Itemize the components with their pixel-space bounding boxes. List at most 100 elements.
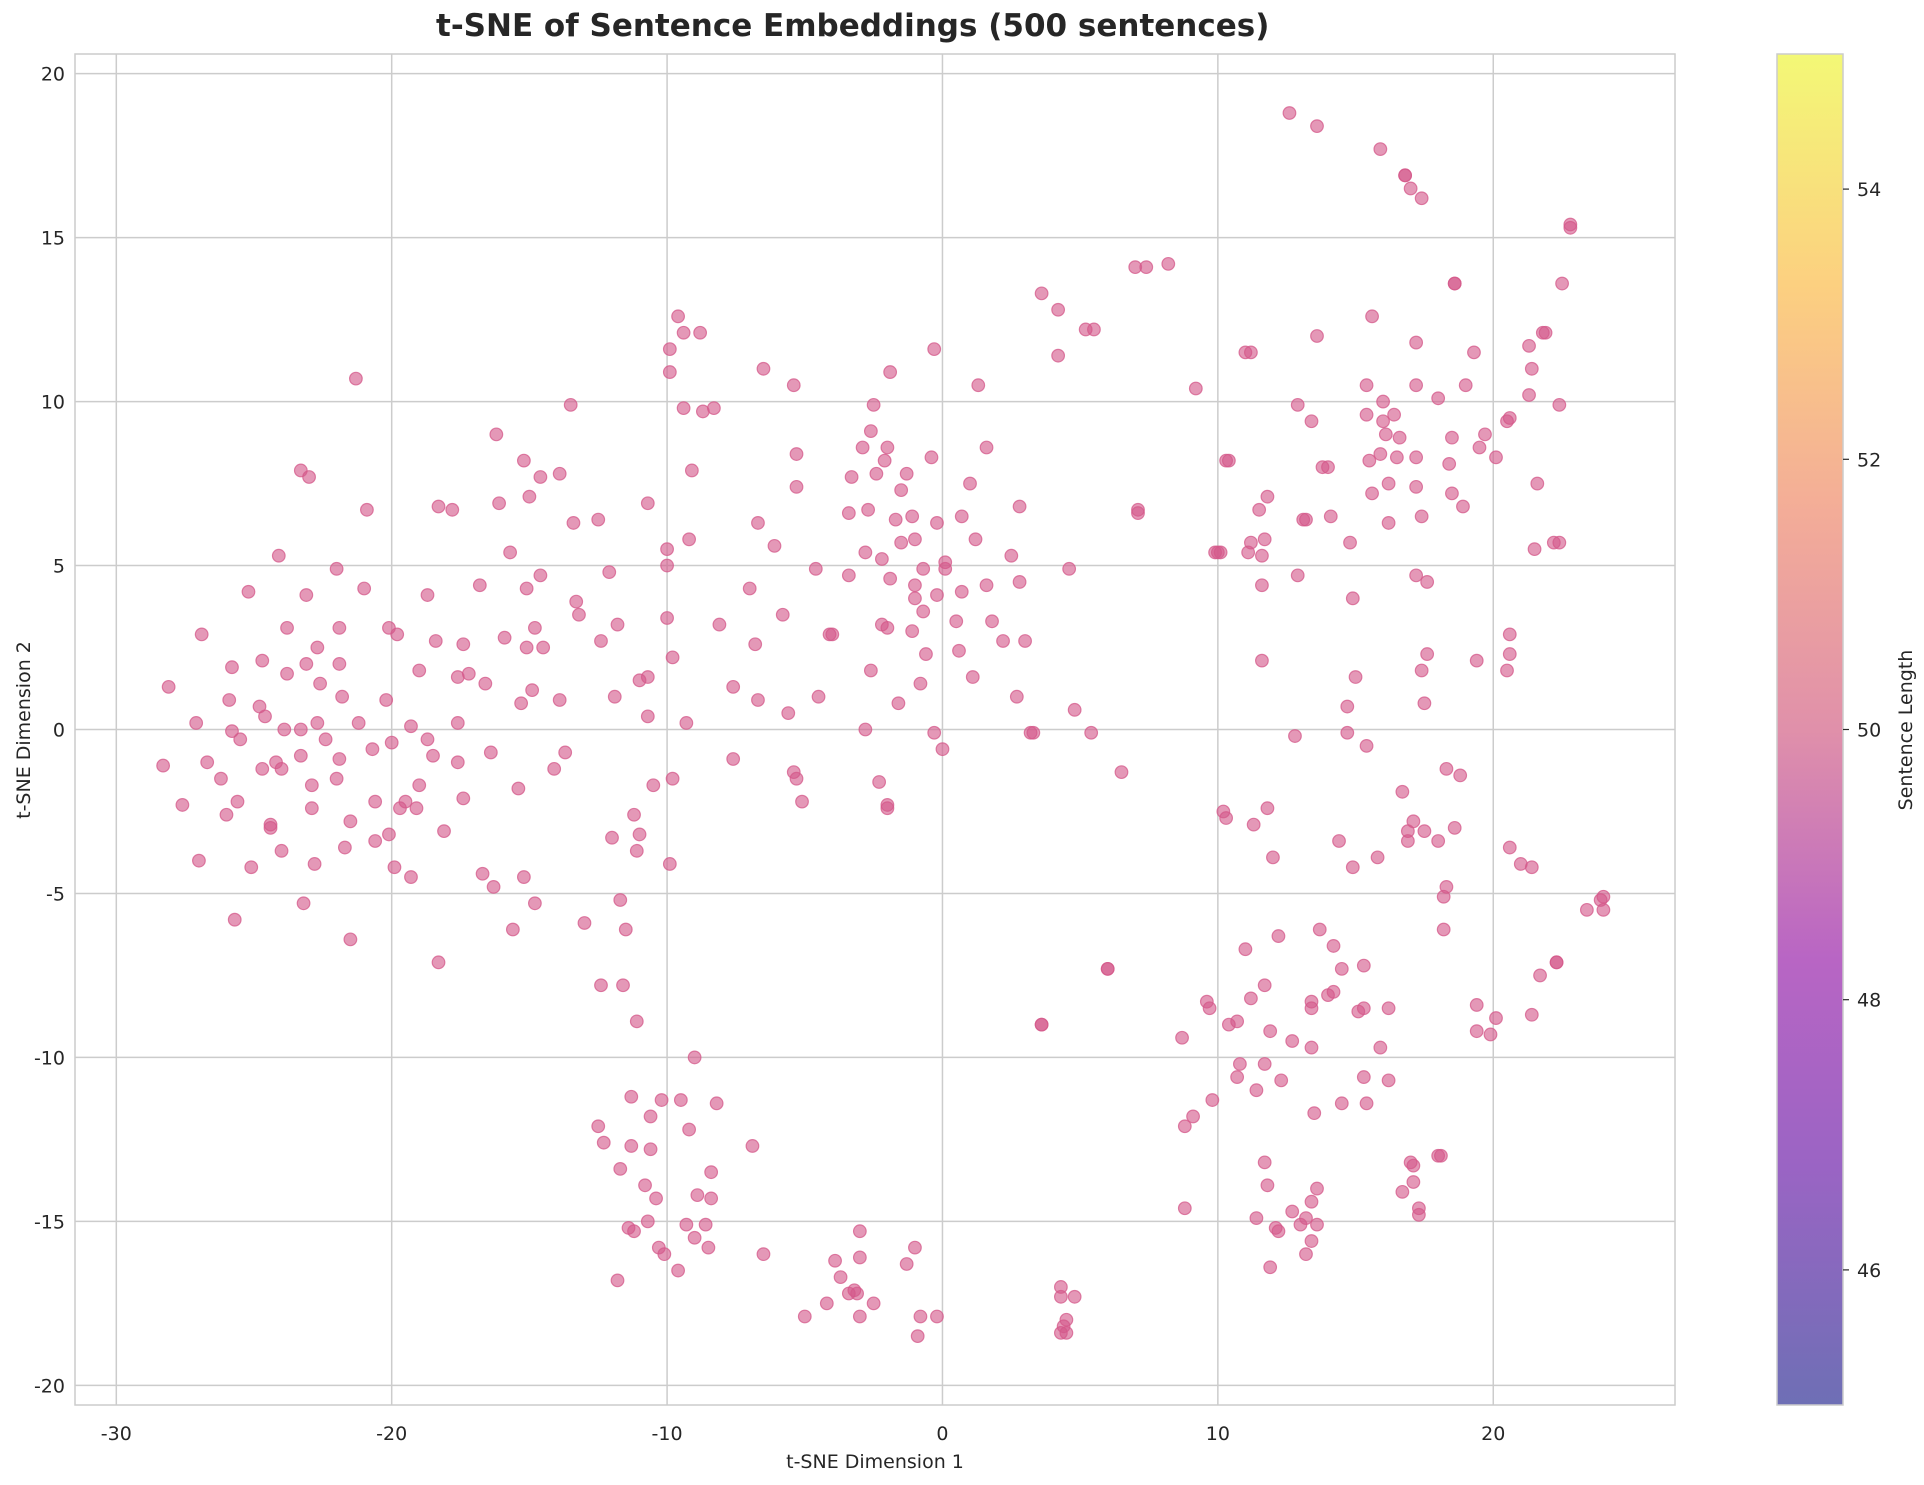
data-point <box>1411 1207 1426 1222</box>
data-point <box>1304 1001 1319 1016</box>
data-point <box>1378 427 1393 442</box>
colorbar-tick-label: 52 <box>1857 449 1881 471</box>
data-point <box>577 916 592 930</box>
data-point <box>930 588 944 602</box>
data-point <box>351 716 366 730</box>
data-point <box>475 866 490 881</box>
y-tick-label: -10 <box>34 1047 65 1069</box>
data-point <box>618 922 633 937</box>
data-point <box>357 581 372 596</box>
data-point <box>1009 689 1024 704</box>
data-point <box>379 693 394 707</box>
data-point <box>1177 1201 1192 1216</box>
data-point <box>293 722 308 737</box>
data-point <box>1285 1204 1300 1219</box>
y-tick-label: 15 <box>41 228 65 250</box>
data-point <box>662 365 677 379</box>
data-point <box>1238 942 1253 957</box>
data-point <box>789 771 804 786</box>
data-point <box>908 591 922 606</box>
data-point <box>456 791 471 806</box>
data-point <box>1442 456 1457 471</box>
data-point <box>1053 1289 1068 1304</box>
data-point <box>679 716 694 730</box>
data-point <box>660 542 674 557</box>
data-point <box>258 709 272 724</box>
data-point <box>225 660 239 675</box>
colorbar-tick-label: 48 <box>1857 990 1881 1012</box>
data-point <box>624 1139 639 1153</box>
data-point <box>638 1178 652 1193</box>
data-point <box>189 716 204 730</box>
data-point <box>726 679 741 694</box>
data-point <box>627 807 641 822</box>
data-point <box>1400 834 1415 848</box>
data-point <box>527 896 542 911</box>
data-point <box>1175 1030 1189 1045</box>
data-point <box>222 693 237 707</box>
data-point <box>1062 561 1077 576</box>
data-point <box>971 378 986 393</box>
data-point <box>852 1224 867 1239</box>
data-point <box>387 860 402 875</box>
data-point <box>1381 1001 1396 1016</box>
data-point <box>329 771 344 786</box>
y-tick-label: -20 <box>34 1375 65 1397</box>
data-point <box>748 637 763 652</box>
data-point <box>1552 397 1567 412</box>
data-point <box>1362 453 1377 468</box>
x-tick-label: -30 <box>101 1423 132 1445</box>
data-point <box>225 724 239 739</box>
data-point <box>751 516 765 530</box>
data-point <box>472 578 487 593</box>
data-point <box>891 696 906 711</box>
data-point <box>610 1273 625 1288</box>
data-point <box>1304 1194 1319 1209</box>
data-point <box>1524 860 1539 875</box>
data-point <box>1552 535 1567 550</box>
data-point <box>665 650 680 665</box>
data-point <box>1376 394 1390 409</box>
data-point <box>1439 761 1454 776</box>
data-point <box>883 571 898 586</box>
data-point <box>1257 1155 1272 1170</box>
data-point <box>1538 325 1553 340</box>
data-point <box>1299 512 1313 527</box>
data-point <box>1304 1040 1319 1055</box>
data-point <box>745 1139 760 1153</box>
data-point <box>712 617 727 632</box>
data-point <box>643 1109 658 1124</box>
data-point <box>1381 1073 1396 1088</box>
data-point <box>1255 548 1269 563</box>
data-point <box>1219 811 1234 825</box>
data-point <box>1489 1011 1503 1025</box>
data-point <box>1398 168 1413 183</box>
data-point <box>230 794 245 809</box>
data-point <box>299 588 314 602</box>
data-point <box>156 758 171 773</box>
data-point <box>954 584 969 599</box>
data-point <box>797 1309 812 1324</box>
data-point <box>613 1162 628 1176</box>
data-point <box>858 722 873 737</box>
data-point <box>263 817 278 832</box>
data-point <box>709 1096 724 1111</box>
data-point <box>908 1240 922 1255</box>
data-point <box>1257 978 1272 993</box>
data-point <box>1406 814 1421 829</box>
data-point <box>569 594 584 609</box>
data-point <box>855 440 870 455</box>
data-point <box>789 479 804 494</box>
data-point <box>908 578 922 593</box>
data-point <box>850 1286 864 1301</box>
data-point <box>1271 1224 1286 1239</box>
data-point <box>874 552 889 566</box>
data-point <box>382 827 396 842</box>
data-point <box>786 378 801 393</box>
data-point <box>632 827 647 842</box>
data-point <box>1359 1096 1374 1111</box>
data-point <box>547 761 562 776</box>
data-point <box>390 627 405 642</box>
data-point <box>841 568 856 583</box>
data-point <box>640 670 655 684</box>
